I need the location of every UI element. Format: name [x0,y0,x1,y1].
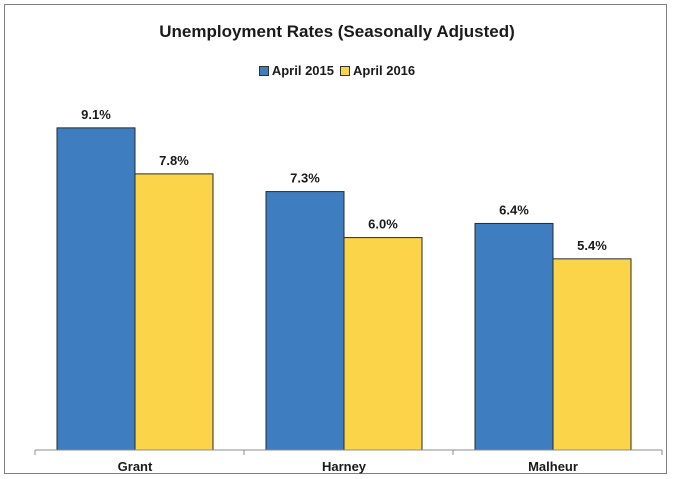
labels-layer: 9.1% 7.8% Grant 7.3% 6.0% Harney 6.4% 5.4% Malhe… [81,107,607,474]
bars-layer [56,127,632,451]
x-tick-label-grant: Grant [118,459,153,474]
bar-harney-series-2 [343,237,423,451]
legend-label-series-1: April 2015 [271,63,334,78]
bar-grant-series-2 [134,173,214,451]
x-tick-marks [34,450,663,455]
data-label-grant-series-1: 9.1% [81,107,111,122]
chart-legend: April 2015 April 2016 [0,63,674,78]
legend-swatch-series-1 [258,65,269,76]
bar-malheur-series-2 [552,258,632,451]
data-label-harney-series-2: 6.0% [368,217,398,232]
data-label-harney-series-1: 7.3% [290,171,320,186]
x-tick-label-harney: Harney [322,459,367,474]
legend-item-series-1: April 2015 [258,63,334,78]
chart-title: Unemployment Rates (Seasonally Adjusted) [159,22,515,41]
bar-grant-series-1 [56,127,136,451]
legend-swatch-series-2 [340,65,350,76]
bar-harney-series-1 [265,191,345,451]
data-label-grant-series-2: 7.8% [159,153,189,168]
x-tick-label-malheur: Malheur [528,459,578,474]
data-label-malheur-series-2: 5.4% [577,238,607,253]
data-label-malheur-series-1: 6.4% [499,202,529,217]
legend-item-series-2: April 2016 [340,63,415,78]
bar-malheur-series-1 [474,222,554,451]
legend-label-series-2: April 2016 [353,63,416,78]
